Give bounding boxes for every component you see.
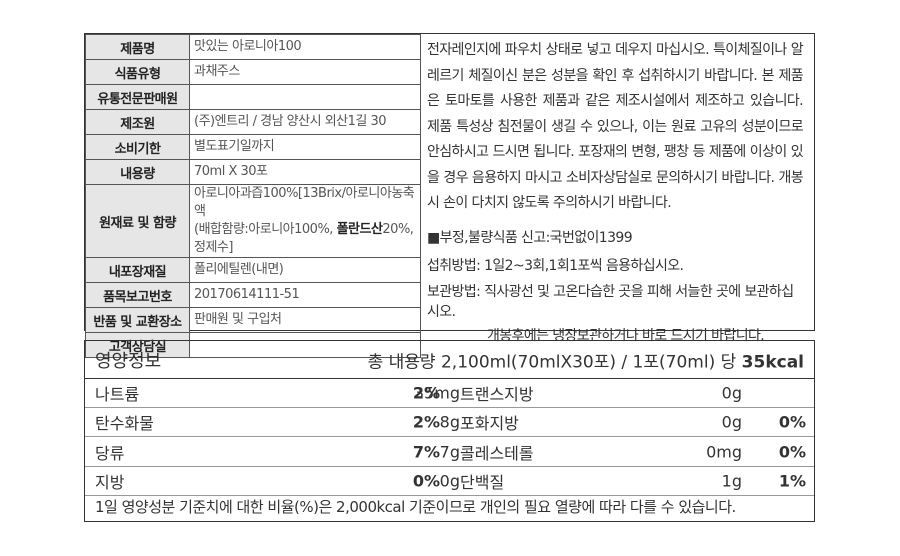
- info-row: 품목보고번호 20170614111-51: [85, 282, 421, 308]
- info-value: 맛있는 아로니아100: [189, 34, 421, 60]
- info-value: 아로니아과즙100%[13Brix/아로니아농축액 (배합함량:아로니아100%,…: [189, 184, 421, 258]
- info-label: 식품유형: [85, 59, 190, 85]
- value-part: 20%, 정제수]: [194, 222, 414, 255]
- info-label: 반품 및 교환장소: [85, 307, 190, 333]
- nutrient-amount: 0g: [439, 471, 460, 491]
- nutrient-percent: 7%: [412, 442, 440, 462]
- info-value: 판매원 및 구입처: [189, 307, 421, 333]
- nutrition-summary: 총 내용량 2,100ml(70mlX30포) / 1포(70ml) 당 35k…: [368, 347, 804, 372]
- nutrient-name: 콜레스테롤: [460, 443, 534, 463]
- footnote: 1일 영양성분 기준치에 대한 비율(%)은 2,000kcal 기준이므로 개…: [95, 498, 736, 516]
- info-row: 제품명 맛있는 아로니아100: [85, 34, 421, 60]
- nutrient-percent: 2%: [412, 383, 440, 403]
- caution-text: 전자레인지에 파우치 상태로 넣고 데우지 마십시오. 특이체질이나 알레르기 …: [427, 42, 804, 211]
- storage-text: 보관방법: 직사광선 및 고온다습한 곳을 피해 서늘한 곳에 보관하십시오.: [427, 283, 794, 320]
- info-row: 고객상담실: [85, 332, 421, 358]
- nutrient-amount: 1g: [721, 471, 742, 491]
- info-row: 유통전문판매원: [85, 84, 421, 110]
- nutrient-amount: 8g: [439, 412, 460, 432]
- nutrition-row: 당류 7g 7% 콜레스테롤 0mg 0%: [85, 438, 814, 467]
- nutrition-title: 영양정보: [95, 350, 162, 372]
- nutrition-row: 탄수화물 8g 2% 포화지방 0g 0%: [85, 408, 814, 438]
- intake-text: 섭취방법: 1일2~3회,1회1포씩 음용하십시오.: [427, 257, 684, 274]
- info-label: 내용량: [85, 159, 190, 185]
- nutrient-name: 단백질: [460, 472, 505, 492]
- nutrient-name: 포화지방: [460, 414, 519, 434]
- nutrient-amount: 7g: [439, 442, 460, 462]
- nutrition-box: 영양정보 총 내용량 2,100ml(70mlX30포) / 1포(70ml) …: [84, 340, 815, 522]
- nutrient-name: 지방: [95, 472, 125, 492]
- info-value: (주)엔트리 / 경남 양산시 외산1길 30: [189, 109, 421, 135]
- info-label: 원재료 및 함량: [85, 184, 190, 258]
- info-row: 내포장재질 폴리에틸렌(내면): [85, 257, 421, 283]
- calories: 35kcal: [741, 352, 804, 372]
- info-box: 제품명 맛있는 아로니아100 식품유형 과채주스 유통전문판매원 제조원 (주)엔트리 /…: [84, 33, 815, 358]
- nutrient-name: 탄수화물: [95, 414, 154, 434]
- info-value: [189, 332, 421, 358]
- info-row: 소비기한 별도표기일까지: [85, 134, 421, 160]
- report-text: ■부정,불량식품 신고:국번없이1399: [427, 229, 633, 246]
- info-label: 내포장재질: [85, 257, 190, 283]
- nutrient-amount: 0mg: [706, 442, 742, 462]
- info-row: 원재료 및 함량 아로니아과즙100%[13Brix/아로니아농축액 (배합함량:아…: [85, 184, 421, 258]
- info-value: 별도표기일까지: [189, 134, 421, 160]
- nutrition-row: 지방 0g 0% 단백질 1g 1%: [85, 467, 814, 496]
- info-label: 고객상담실: [85, 332, 190, 358]
- nutrient-percent: 2%: [412, 412, 440, 432]
- nutrient-name: 트랜스지방: [460, 385, 534, 404]
- nutrient-name: 나트륨: [95, 385, 140, 404]
- nutrient-amount: 35mg: [413, 383, 460, 403]
- info-label: 제품명: [85, 34, 190, 60]
- nutrition-header: 영양정보 총 내용량 2,100ml(70mlX30포) / 1포(70ml) …: [85, 341, 814, 379]
- nutrition-row: 나트륨 35mg 2% 트랜스지방 0g: [85, 379, 814, 408]
- nutrient-amount: 0g: [721, 383, 742, 403]
- nutrient-percent: 1%: [778, 471, 806, 491]
- info-row: 반품 및 교환장소 판매원 및 구입처: [85, 307, 421, 333]
- info-value: 70ml X 30포: [189, 159, 421, 185]
- info-table: 제품명 맛있는 아로니아100 식품유형 과채주스 유통전문판매원 제조원 (주)엔트리 /…: [85, 34, 421, 358]
- value-part: (배합함량:아로니아100%,: [194, 222, 337, 237]
- value-line: 아로니아과즙100%[13Brix/아로니아농축액: [194, 185, 416, 221]
- info-label: 소비기한: [85, 134, 190, 160]
- value-line: (배합함량:아로니아100%, 폴란드산20%, 정제수]: [194, 221, 416, 257]
- notes: 전자레인지에 파우치 상태로 넣고 데우지 마십시오. 특이체질이나 알레르기 …: [427, 38, 804, 345]
- info-row: 내용량 70ml X 30포: [85, 159, 421, 185]
- nutrient-name: 당류: [95, 443, 125, 463]
- nutrient-percent: 0%: [778, 442, 806, 462]
- info-value: 과채주스: [189, 59, 421, 85]
- nutrient-amount: 0g: [721, 412, 742, 432]
- nutrient-percent: 0%: [412, 471, 440, 491]
- info-row: 제조원 (주)엔트리 / 경남 양산시 외산1길 30: [85, 109, 421, 135]
- info-row: 식품유형 과채주스: [85, 59, 421, 85]
- info-label: 유통전문판매원: [85, 84, 190, 110]
- info-label: 제조원: [85, 109, 190, 135]
- nutrient-percent: 0%: [778, 412, 806, 432]
- info-value: 20170614111-51: [189, 282, 421, 308]
- value-part: 아로니아과즙100%[13Brix/아로니아농축액: [194, 186, 415, 219]
- info-value: 폴리에틸렌(내면): [189, 257, 421, 283]
- value-part: 폴란드산: [336, 222, 383, 237]
- info-label: 품목보고번호: [85, 282, 190, 308]
- storage-text: 개봉후에는 냉장보관하거나 바로 드시기 바랍니다.: [487, 327, 765, 344]
- info-value: [189, 84, 421, 110]
- summary-text: 총 내용량 2,100ml(70mlX30포) / 1포(70ml) 당: [367, 352, 742, 372]
